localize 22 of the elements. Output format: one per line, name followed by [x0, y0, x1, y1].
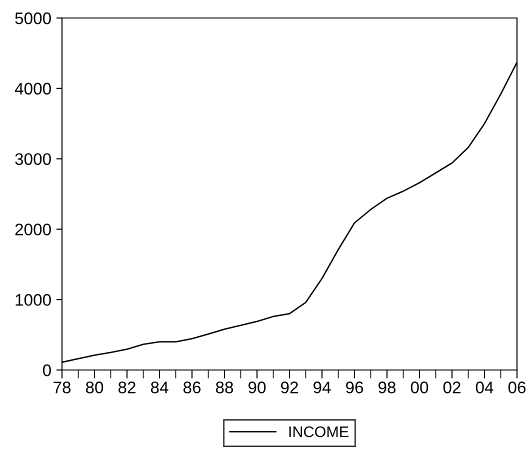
x-tick-label: 84: [150, 382, 168, 394]
y-tick-label: 3000: [15, 153, 51, 166]
x-tick-label: 88: [216, 382, 234, 394]
x-tick-label: 94: [314, 382, 331, 394]
y-tick-label: 1000: [16, 294, 51, 306]
x-tick-label: 98: [378, 382, 396, 394]
x-tick-label: 00: [410, 382, 428, 394]
y-tick-label: 0: [42, 364, 51, 376]
legend-label: INCOME: [289, 426, 348, 438]
x-tick-label: 92: [281, 382, 298, 394]
x-tick-label: 80: [86, 382, 104, 394]
y-tick-label: 2000: [15, 224, 51, 236]
x-tick-label: 78: [54, 382, 71, 394]
x-tick-label: 96: [346, 382, 364, 394]
x-tick-label: 82: [118, 382, 136, 394]
y-tick-label: 4000: [14, 82, 51, 95]
x-tick-label: 86: [183, 382, 201, 394]
x-tick-label: 90: [248, 382, 266, 394]
x-tick-label: 02: [443, 382, 460, 394]
x-tick-label: 06: [508, 382, 526, 394]
x-tick-label: 04: [476, 382, 494, 394]
y-tick-label: 5000: [15, 12, 51, 24]
